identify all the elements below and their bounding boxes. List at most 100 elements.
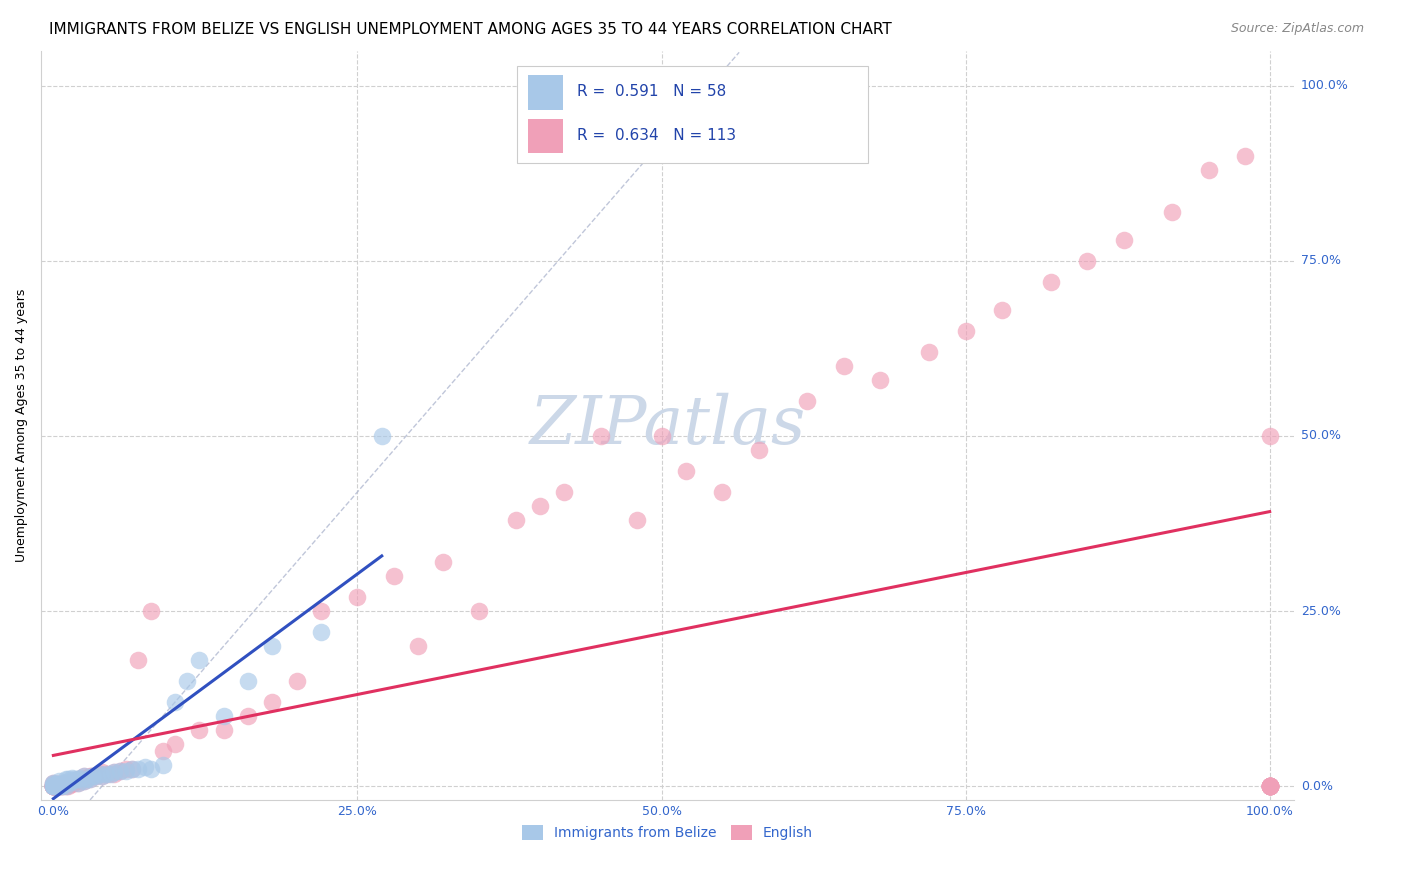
Point — [46, 779, 69, 793]
Text: 100.0%: 100.0% — [1301, 79, 1348, 92]
Point — [48, 774, 70, 789]
Point — [1258, 779, 1281, 793]
Point — [79, 772, 101, 787]
Point — [60, 773, 83, 788]
Point — [58, 777, 80, 791]
Point — [82, 769, 104, 783]
Point — [1076, 253, 1098, 268]
Point — [66, 772, 89, 787]
Point — [42, 779, 65, 793]
Point — [589, 429, 612, 443]
Point — [309, 625, 332, 640]
Point — [1258, 779, 1281, 793]
Point — [55, 777, 77, 791]
Point — [163, 737, 186, 751]
Point — [42, 779, 65, 793]
Point — [48, 779, 70, 793]
Text: 25.0%: 25.0% — [1301, 605, 1341, 617]
Point — [176, 674, 198, 689]
Y-axis label: Unemployment Among Ages 35 to 44 years: Unemployment Among Ages 35 to 44 years — [15, 289, 28, 562]
Point — [48, 777, 70, 791]
Point — [73, 769, 96, 783]
Point — [55, 777, 77, 791]
Text: 75.0%: 75.0% — [1301, 254, 1341, 268]
Point — [66, 772, 89, 787]
Point — [45, 779, 67, 793]
Point — [42, 779, 65, 793]
Point — [1258, 779, 1281, 793]
Point — [1258, 429, 1281, 443]
Point — [94, 766, 117, 780]
Point — [82, 769, 104, 783]
Point — [103, 765, 125, 780]
Point — [42, 779, 65, 793]
Point — [75, 771, 97, 785]
Point — [1258, 779, 1281, 793]
Point — [1112, 233, 1135, 247]
Point — [236, 709, 259, 723]
Point — [46, 777, 69, 791]
Point — [955, 324, 977, 338]
Point — [60, 771, 83, 785]
Point — [42, 779, 65, 793]
Point — [1258, 779, 1281, 793]
Point — [66, 775, 89, 789]
Point — [529, 499, 551, 513]
Point — [69, 771, 91, 785]
Text: 50.0%: 50.0% — [1301, 429, 1341, 442]
Point — [56, 775, 79, 789]
Point — [128, 653, 150, 667]
Point — [42, 779, 65, 793]
Point — [1258, 779, 1281, 793]
Point — [55, 772, 77, 787]
Point — [100, 766, 122, 780]
Point — [262, 695, 284, 709]
Point — [55, 775, 77, 789]
Point — [45, 779, 67, 793]
Point — [49, 779, 72, 793]
Point — [262, 639, 284, 653]
Point — [42, 779, 65, 793]
Point — [44, 779, 66, 793]
Point — [103, 766, 125, 780]
Point — [60, 774, 83, 789]
Point — [46, 779, 69, 793]
Point — [66, 775, 89, 789]
Point — [56, 772, 79, 787]
Text: Source: ZipAtlas.com: Source: ZipAtlas.com — [1230, 22, 1364, 36]
Point — [48, 779, 70, 793]
Point — [44, 779, 66, 793]
Point — [53, 777, 76, 791]
Point — [42, 775, 65, 789]
Point — [139, 762, 162, 776]
Point — [42, 775, 65, 789]
Point — [62, 775, 84, 789]
Point — [69, 772, 91, 787]
Point — [65, 773, 87, 788]
Point — [91, 765, 114, 780]
Point — [89, 766, 111, 780]
Legend: Immigrants from Belize, English: Immigrants from Belize, English — [517, 820, 818, 846]
Point — [69, 773, 91, 788]
Point — [432, 555, 454, 569]
Point — [1234, 149, 1257, 163]
Point — [134, 759, 156, 773]
Point — [46, 779, 69, 793]
Point — [1258, 779, 1281, 793]
Point — [128, 762, 150, 776]
Point — [309, 604, 332, 618]
Point — [55, 775, 77, 789]
Point — [45, 779, 67, 793]
Point — [163, 695, 186, 709]
Point — [212, 709, 235, 723]
Point — [371, 429, 394, 443]
Point — [48, 777, 70, 791]
Point — [42, 779, 65, 793]
Point — [52, 777, 75, 791]
Point — [918, 344, 941, 359]
Point — [212, 723, 235, 738]
Point — [42, 779, 65, 793]
Point — [1039, 275, 1062, 289]
Point — [626, 513, 648, 527]
Point — [346, 590, 368, 604]
